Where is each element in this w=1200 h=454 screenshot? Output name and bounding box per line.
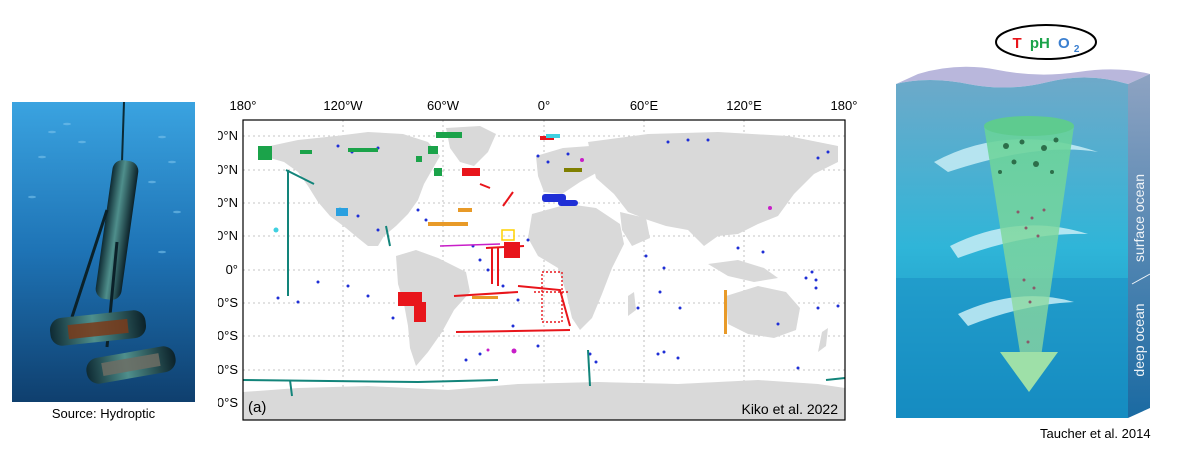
yellow-box — [501, 229, 515, 241]
lat-label: 40°S — [218, 328, 238, 343]
parameters-label: T pH O 2 — [1013, 35, 1080, 55]
profiler-instrument — [49, 160, 176, 384]
southeast-asia-islands — [708, 260, 778, 282]
teal-track — [243, 169, 845, 397]
surface-ocean-label: surface ocean — [1131, 174, 1147, 262]
observation-tracks — [243, 132, 845, 397]
ocean-top-surface — [896, 66, 1150, 88]
photo-caption: Source: Hydroptic — [51, 406, 156, 421]
ocean-carbon-diagram: T pH O 2 surface ocean deep ocean — [896, 24, 1151, 419]
south-america — [396, 250, 470, 366]
lat-label: 40°N — [218, 195, 238, 210]
ocean-side-face — [1128, 74, 1150, 418]
instrument-cable — [121, 102, 125, 163]
green-clusters — [258, 132, 462, 176]
north-america — [270, 132, 440, 246]
magenta-dots — [486, 158, 772, 354]
ph-label: pH — [1030, 35, 1050, 52]
lon-label: 0° — [538, 98, 550, 113]
antarctica — [243, 380, 845, 420]
sinking-particle-cone — [984, 126, 1074, 378]
madagascar — [628, 292, 636, 316]
blue-track-dots — [276, 138, 840, 370]
cone-arrowhead — [1000, 352, 1058, 392]
fish-school — [28, 122, 181, 254]
new-zealand — [818, 328, 828, 352]
lon-label: 60°E — [630, 98, 659, 113]
layer-divider — [1131, 273, 1151, 285]
arabia — [620, 212, 650, 246]
oxygen-label: O — [1058, 35, 1070, 52]
lon-label: 120°E — [726, 98, 762, 113]
detritus-particles — [1016, 208, 1046, 344]
australia — [726, 286, 800, 338]
lat-label: 60°N — [218, 162, 238, 177]
longitude-labels: 180° 120°W 60°W 0° 60°E 120°E 180° — [230, 98, 858, 113]
map-credit: Kiko et al. 2022 — [741, 401, 838, 417]
latitude-labels: 80°N 60°N 40°N 20°N 0° 20°S 40°S 60°S 80… — [218, 128, 238, 410]
lat-label: 60°S — [218, 362, 238, 377]
deep-ocean-label: deep ocean — [1131, 303, 1147, 376]
red-dashed-box — [534, 271, 568, 323]
lat-label: 80°N — [218, 128, 238, 143]
float-observation-map: 180° 120°W 60°W 0° 60°E 120°E 180° 80°N … — [218, 98, 858, 421]
parameters-bubble — [995, 24, 1097, 60]
magenta-track — [439, 243, 501, 247]
mediterranean-cluster — [542, 194, 578, 206]
light-blue-cluster — [336, 208, 348, 216]
lat-label: 20°N — [218, 228, 238, 243]
map-frame — [242, 119, 846, 421]
oxygen-subscript: 2 — [1074, 44, 1080, 55]
hydroptic-underwater-photo — [12, 102, 195, 402]
lat-label: 20°S — [218, 295, 238, 310]
lon-label: 60°W — [427, 98, 460, 113]
lon-label: 180° — [831, 98, 858, 113]
lat-label: 0° — [226, 262, 238, 277]
lon-label: 180° — [230, 98, 257, 113]
lon-label: 120°W — [323, 98, 363, 113]
temperature-label: T — [1013, 35, 1022, 52]
plankton-particles — [998, 137, 1059, 174]
diagram-caption: Taucher et al. 2014 — [1040, 426, 1151, 441]
africa — [528, 204, 624, 330]
panel-label: (a) — [248, 399, 266, 416]
lat-label: 80°S — [218, 395, 238, 410]
cone-top — [984, 116, 1074, 136]
asia — [588, 132, 838, 246]
olive-track — [564, 168, 582, 172]
orange-track — [428, 208, 727, 334]
